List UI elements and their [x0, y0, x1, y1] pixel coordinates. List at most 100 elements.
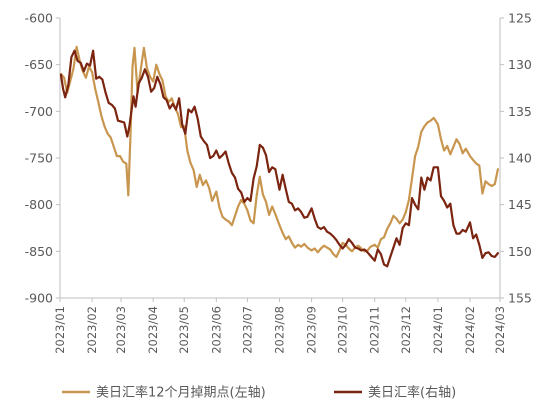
data-point — [262, 193, 264, 196]
data-point — [386, 265, 389, 268]
data-point — [112, 145, 115, 148]
data-point — [303, 243, 306, 245]
data-point — [231, 224, 233, 227]
x-tick-label: 2023/07 — [240, 306, 254, 354]
data-point — [452, 145, 455, 148]
left-tick-label: -900 — [25, 291, 53, 306]
legend-label: 美日汇率(右轴) — [368, 385, 456, 401]
data-point — [109, 136, 112, 139]
series-1 — [59, 45, 499, 258]
data-point — [326, 246, 328, 249]
data-point — [329, 232, 332, 235]
data-point — [271, 205, 274, 208]
legend-item: 美日汇率(右轴) — [334, 385, 456, 401]
data-point — [221, 215, 224, 218]
data-point — [126, 135, 129, 138]
data-point — [478, 243, 481, 246]
data-point — [224, 150, 227, 153]
data-point — [82, 70, 85, 73]
data-point — [79, 61, 82, 64]
data-point — [383, 236, 385, 239]
data-point — [443, 200, 445, 202]
data-point — [408, 199, 410, 201]
left-tick-label: -800 — [25, 197, 53, 212]
data-point — [440, 138, 442, 141]
left-tick-label: -650 — [25, 57, 53, 72]
data-point — [357, 244, 360, 247]
x-tick-label: 2023/12 — [399, 306, 413, 354]
data-point — [323, 244, 325, 247]
data-point — [291, 202, 293, 205]
data-point — [67, 84, 70, 87]
data-point — [190, 111, 193, 114]
data-point — [300, 245, 303, 248]
data-point — [186, 149, 189, 152]
data-point — [246, 197, 249, 200]
data-point — [323, 226, 325, 229]
data-point — [469, 221, 471, 224]
data-point — [215, 149, 218, 152]
data-point — [455, 232, 458, 235]
data-point — [218, 206, 221, 209]
data-point — [404, 211, 407, 214]
data-point — [478, 164, 481, 167]
right-tick-label: 150 — [508, 244, 532, 259]
data-point — [360, 249, 363, 252]
data-point — [249, 219, 252, 222]
data-point — [271, 166, 274, 169]
data-point — [278, 224, 281, 227]
data-point — [449, 153, 452, 156]
data-point — [177, 113, 179, 115]
data-point — [110, 103, 113, 106]
data-point — [209, 157, 212, 159]
data-point — [119, 155, 121, 158]
data-point — [252, 222, 255, 225]
data-point — [392, 215, 395, 217]
data-point — [196, 117, 199, 120]
data-point — [411, 197, 413, 200]
data-point — [76, 60, 79, 62]
data-point — [287, 235, 290, 238]
data-point — [255, 194, 258, 197]
data-point — [193, 105, 196, 108]
x-tick-label: 2024/01 — [431, 306, 445, 354]
data-point — [165, 99, 168, 101]
data-point — [347, 238, 350, 241]
data-point — [423, 188, 426, 191]
data-point — [417, 208, 420, 211]
data-point — [187, 108, 190, 111]
data-point — [70, 56, 73, 59]
data-point — [107, 102, 110, 104]
data-point — [432, 117, 435, 119]
x-tick-label: 2023/11 — [368, 306, 382, 354]
data-point — [376, 248, 379, 251]
data-point — [164, 95, 167, 98]
data-point — [341, 242, 344, 244]
data-point — [313, 247, 316, 250]
data-point — [265, 201, 267, 203]
legend: 美日汇率12个月掉期点(左轴) 美日汇率(右轴) — [62, 385, 456, 401]
data-point — [184, 132, 187, 135]
x-tick-label: 2023/01 — [53, 306, 67, 354]
data-point — [484, 252, 487, 255]
data-point — [429, 179, 432, 182]
data-point — [130, 110, 133, 113]
data-point — [97, 101, 100, 103]
data-point — [73, 49, 76, 52]
data-point — [98, 75, 101, 78]
x-tick-label: 2023/05 — [177, 306, 191, 354]
data-point — [497, 252, 499, 255]
data-point — [203, 140, 205, 143]
data-point — [189, 161, 192, 164]
data-point — [72, 67, 75, 70]
data-point — [114, 107, 116, 110]
data-point — [170, 97, 173, 100]
left-tick-label: -850 — [25, 244, 53, 259]
right-tick-label: 155 — [508, 291, 532, 306]
data-point — [202, 184, 204, 187]
data-point — [475, 162, 478, 165]
data-point — [369, 255, 372, 257]
legend-item: 美日汇率12个月掉期点(左轴) — [62, 385, 266, 401]
data-point — [274, 213, 277, 215]
